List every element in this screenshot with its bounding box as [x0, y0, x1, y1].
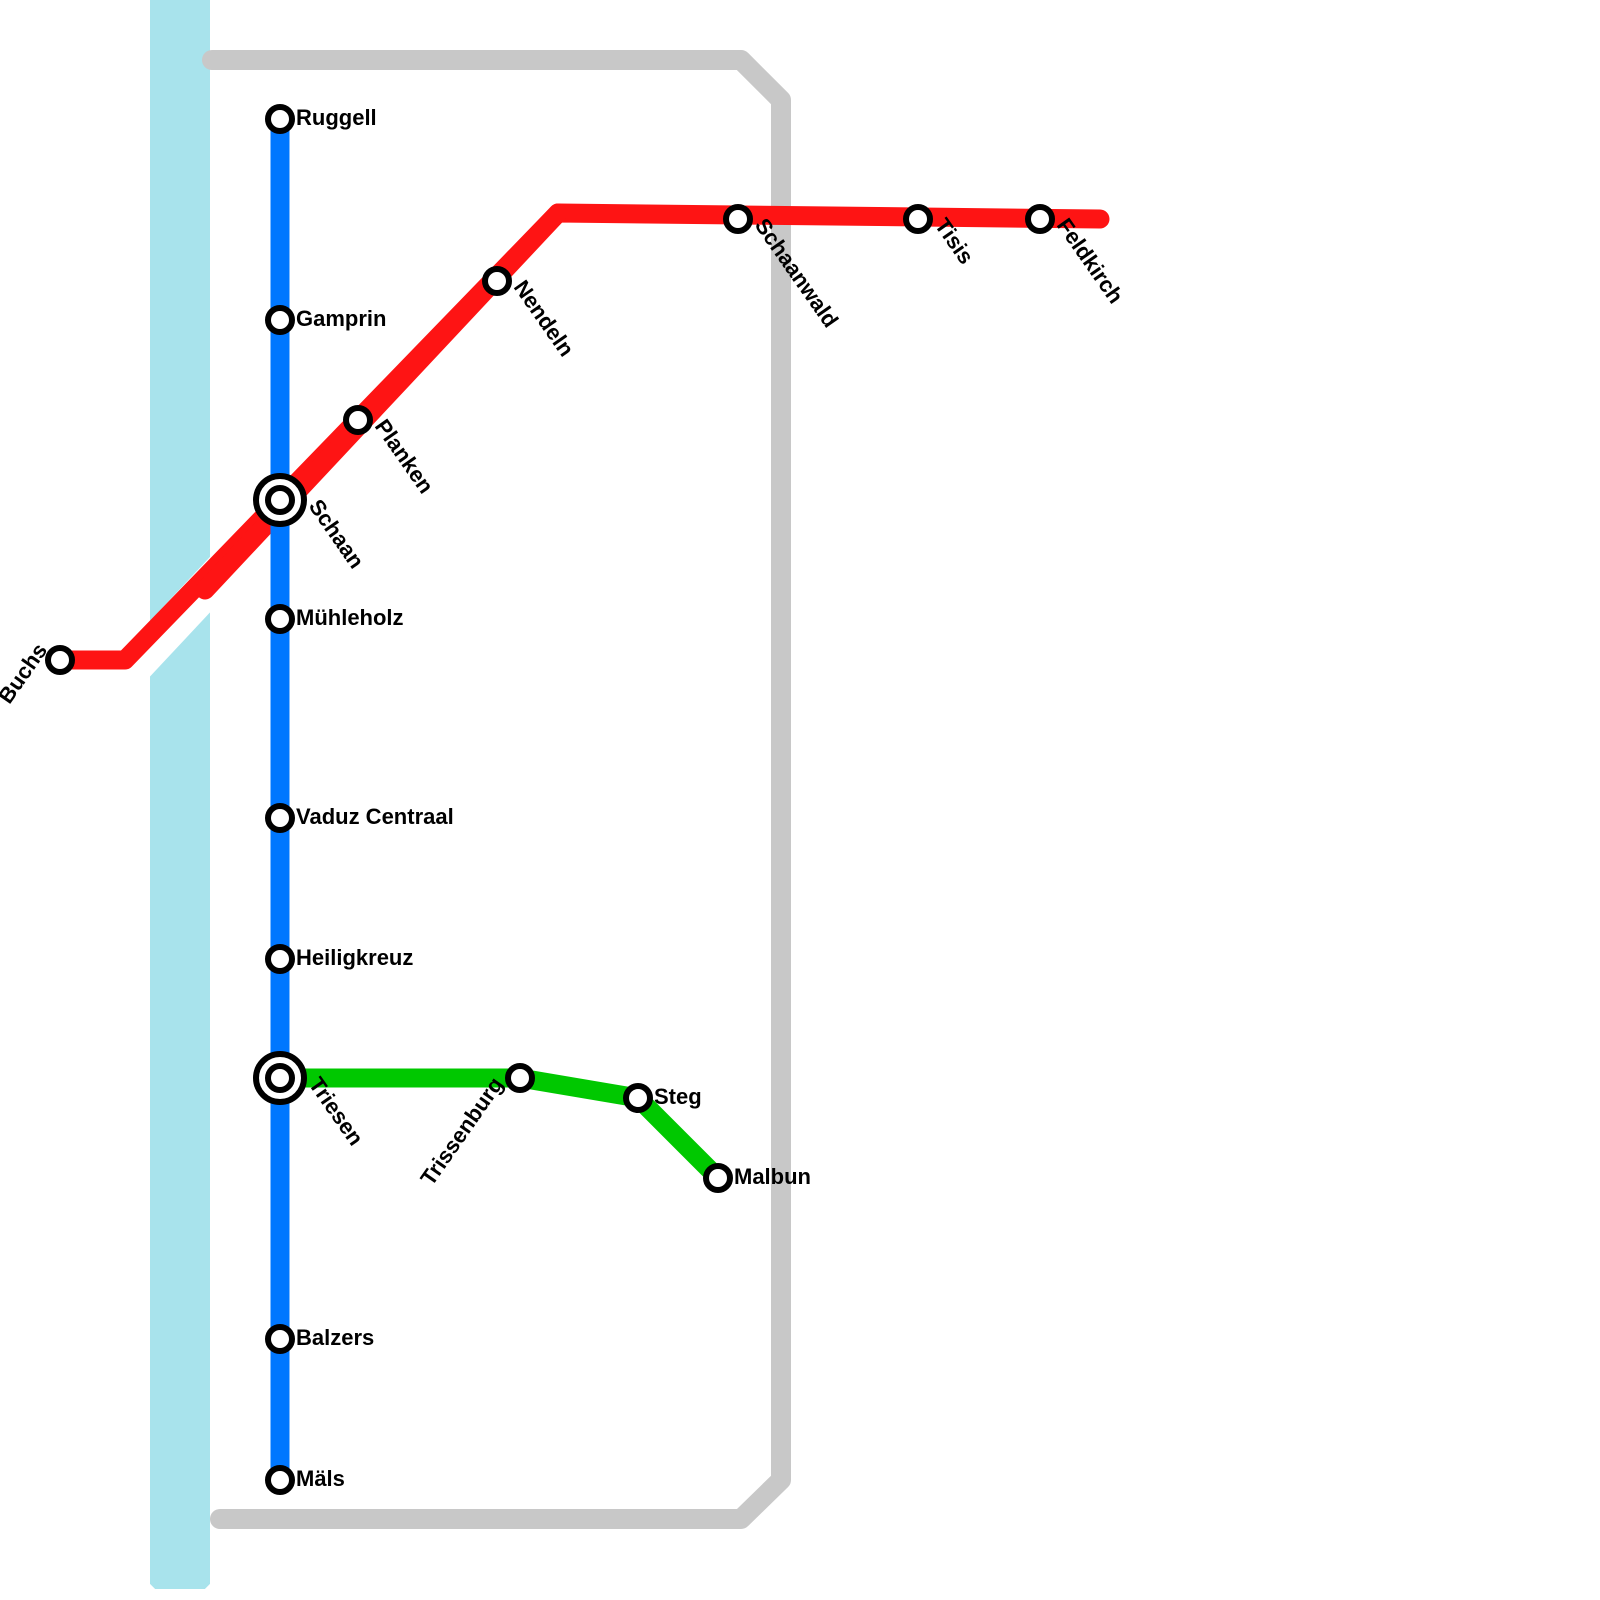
- svg-text:Nendeln: Nendeln: [509, 276, 579, 361]
- svg-text:Malbun: Malbun: [734, 1164, 811, 1189]
- svg-text:Mühleholz: Mühleholz: [296, 605, 404, 630]
- svg-text:Schaan: Schaan: [304, 495, 369, 573]
- svg-text:Steg: Steg: [654, 1084, 702, 1109]
- svg-text:Mäls: Mäls: [296, 1466, 345, 1491]
- svg-text:Vaduz Centraal: Vaduz Centraal: [296, 804, 454, 829]
- svg-text:Buchs: Buchs: [0, 639, 52, 708]
- svg-text:Ruggell: Ruggell: [296, 105, 377, 130]
- svg-text:Planken: Planken: [370, 415, 439, 498]
- svg-text:Trissenburg: Trissenburg: [415, 1073, 508, 1190]
- svg-text:Gamprin: Gamprin: [296, 306, 386, 331]
- svg-text:Heiligkreuz: Heiligkreuz: [296, 945, 413, 970]
- svg-text:Schaanwald: Schaanwald: [750, 214, 843, 332]
- svg-text:Balzers: Balzers: [296, 1325, 374, 1350]
